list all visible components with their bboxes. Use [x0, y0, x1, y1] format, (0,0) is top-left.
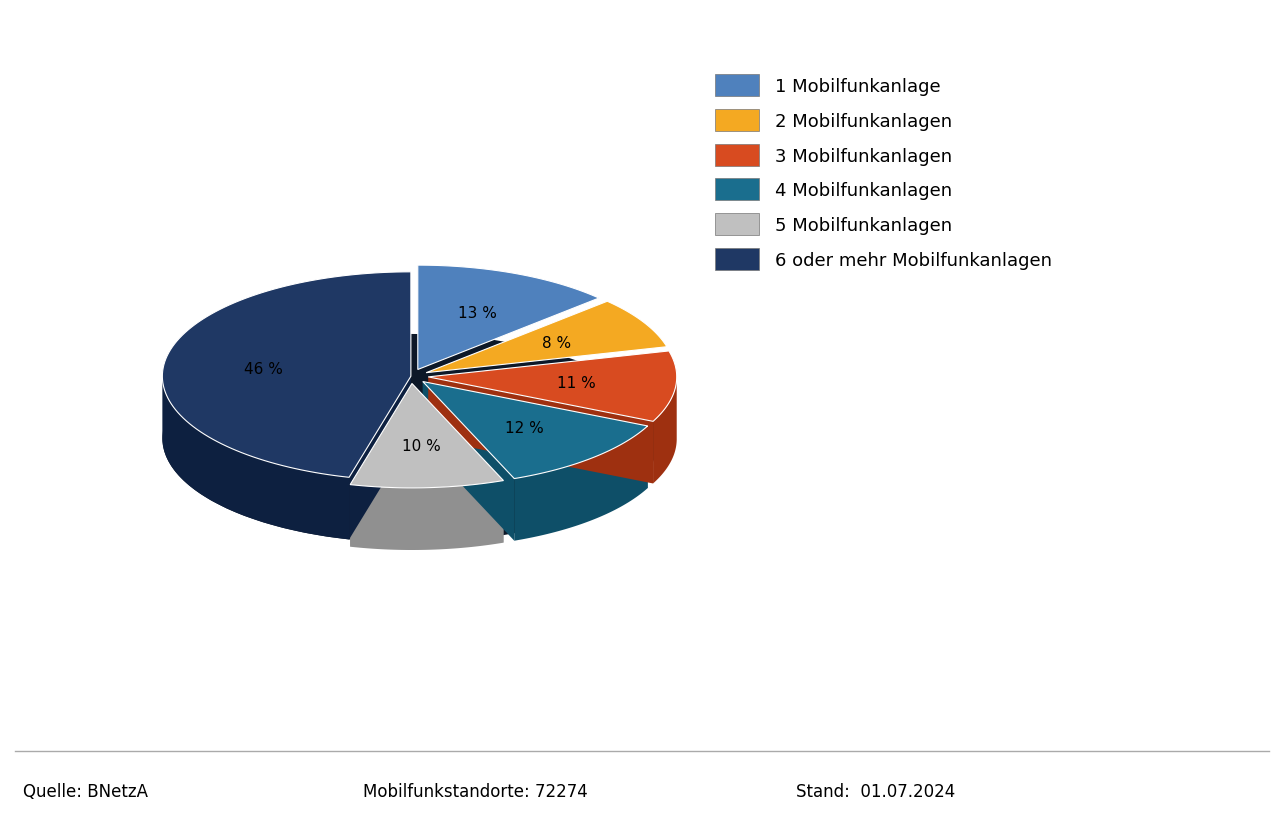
Polygon shape [428, 378, 654, 484]
Polygon shape [412, 384, 503, 543]
Text: Stand:  01.07.2024: Stand: 01.07.2024 [796, 782, 955, 800]
Ellipse shape [162, 335, 660, 543]
Polygon shape [417, 266, 598, 370]
Polygon shape [515, 426, 647, 541]
Polygon shape [426, 302, 666, 373]
Text: 46 %: 46 % [244, 361, 282, 377]
Text: 13 %: 13 % [457, 306, 497, 320]
Text: Quelle: BNetzA: Quelle: BNetzA [23, 782, 148, 800]
Polygon shape [422, 382, 515, 541]
Polygon shape [422, 382, 647, 489]
Polygon shape [349, 377, 411, 540]
Polygon shape [654, 378, 677, 484]
Text: 8 %: 8 % [542, 335, 571, 350]
Polygon shape [351, 384, 503, 489]
Polygon shape [422, 382, 647, 479]
Text: 11 %: 11 % [557, 376, 596, 391]
Polygon shape [351, 384, 412, 547]
Polygon shape [428, 352, 677, 421]
Polygon shape [162, 378, 349, 540]
Polygon shape [162, 272, 411, 478]
Text: 10 %: 10 % [402, 439, 440, 454]
Legend: 1 Mobilfunkanlage, 2 Mobilfunkanlagen, 3 Mobilfunkanlagen, 4 Mobilfunkanlagen, 5: 1 Mobilfunkanlage, 2 Mobilfunkanlagen, 3… [715, 75, 1052, 271]
Text: Mobilfunkstandorte: 72274: Mobilfunkstandorte: 72274 [362, 782, 588, 800]
Text: 12 %: 12 % [506, 420, 544, 436]
Polygon shape [351, 481, 503, 551]
